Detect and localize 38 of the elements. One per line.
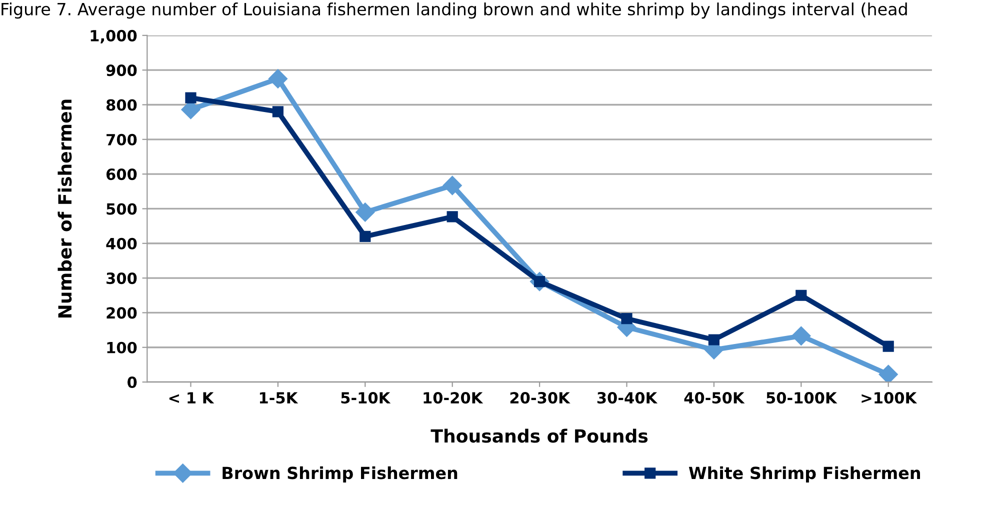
x-tick-label: 1-5K [260,392,298,404]
y-tick-label: 800 [106,99,137,111]
x-tick-label: >100K [862,392,918,404]
y-tick-label: 100 [107,342,137,354]
x-tick-label: < 1 K [169,392,214,404]
y-tick-label: 500 [106,203,137,215]
x-tick-label: 40-50K [684,392,745,404]
point [356,202,375,222]
y-tick-label: 1,000 [90,30,137,44]
x-tick-label: 30-40K [597,392,658,404]
x-axis-title: Thousands of Pounds [430,428,648,443]
x-tick-label: 5-10K [341,392,391,404]
y-tick-label: 700 [106,134,137,146]
x-tick-label: 20-30K [510,392,570,404]
y-tick-label: 0 [128,376,137,388]
point [272,106,284,118]
legend-label: Brown Shrimp Fishermen [222,466,458,482]
point [268,69,288,88]
point [360,230,371,242]
x-tick-label: 50-100K [766,392,838,404]
y-axis-title: Number of Fishermen [58,100,72,318]
point [446,211,458,222]
point [442,176,462,196]
point [708,334,720,346]
point [878,364,898,382]
point [792,326,811,346]
y-tick-label: 300 [106,272,137,284]
y-tick-label: 400 [106,238,137,250]
point [185,92,196,104]
point [796,290,807,301]
y-tick-label: 200 [106,307,137,319]
legend-label: White Shrimp Fishermen [688,466,920,482]
caption: Figure 7. Average number of Louisiana fishermen landing brown and white shrimp by landings interval (head [2,2,907,19]
y-tick-label: 600 [106,168,137,180]
y-tick-label: 900 [106,64,137,76]
point [621,313,632,324]
x-tick-label: 10-20K [424,392,484,404]
point [882,340,894,352]
